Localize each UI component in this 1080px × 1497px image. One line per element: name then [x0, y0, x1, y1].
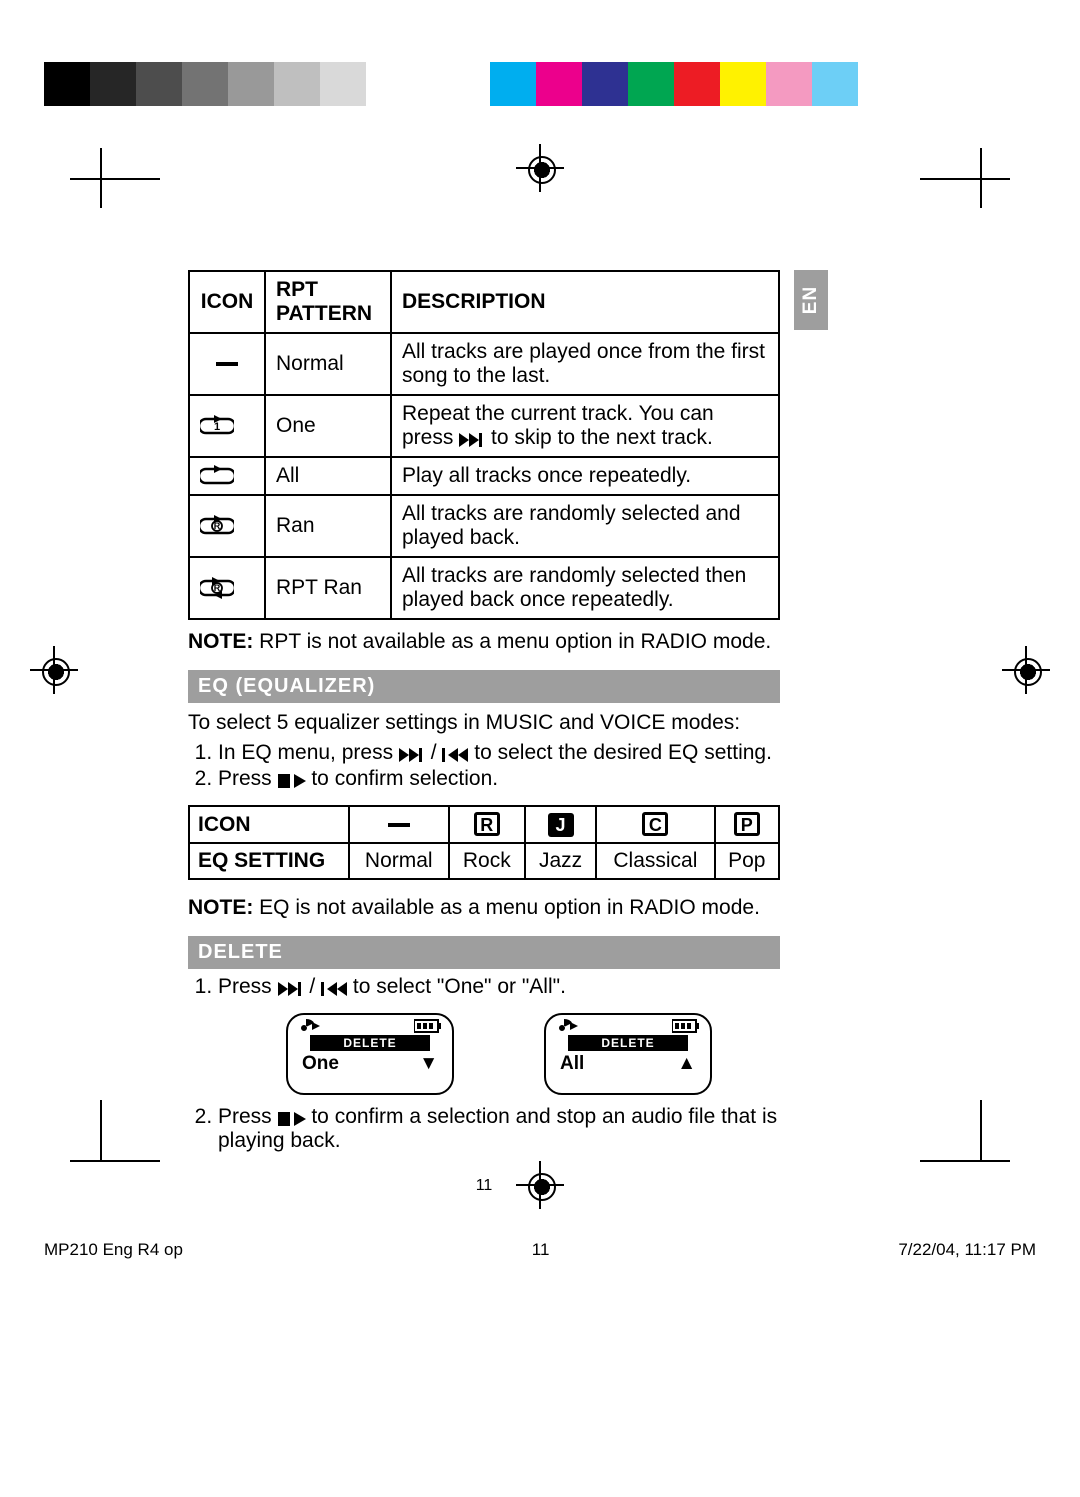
rpt-pattern: Ran [265, 495, 391, 557]
note-rpt: NOTE: RPT is not available as a menu opt… [188, 630, 780, 654]
table-row: Normal All tracks are played once from t… [189, 333, 779, 395]
crop-mark [100, 148, 160, 208]
down-arrow-icon: ▼ [419, 1053, 438, 1075]
eq-steps: In EQ menu, press / to select the desire… [188, 741, 780, 791]
rpt-icon-normal [189, 333, 265, 395]
rpt-icon-ran: R [189, 495, 265, 557]
crop-mark [950, 148, 1010, 208]
table-row: R Ran All tracks are randomly selected a… [189, 495, 779, 557]
registration-mark-left [34, 650, 74, 690]
footer: MP210 Eng R4 op 11 7/22/04, 11:17 PM [44, 1240, 1036, 1260]
eq-intro: To select 5 equalizer settings in MUSIC … [188, 709, 780, 737]
rpt-icon-all [189, 457, 265, 495]
lcd-label: DELETE [310, 1035, 430, 1051]
rpt-desc: Play all tracks once repeatedly. [391, 457, 779, 495]
next-track-icon [278, 982, 304, 996]
table-row: All Play all tracks once repeatedly. [189, 457, 779, 495]
note-eq: NOTE: EQ is not available as a menu opti… [188, 896, 780, 920]
eq-setting: Jazz [525, 843, 596, 879]
stop-play-icon [278, 774, 306, 788]
rpt-pattern: Normal [265, 333, 391, 395]
eq-icon-normal [349, 806, 449, 843]
svg-text:1: 1 [214, 421, 220, 433]
page-content: ICON RPT PATTERN DESCRIPTION Normal All … [188, 270, 780, 1195]
list-item: In EQ menu, press / to select the desire… [218, 741, 780, 765]
crop-mark [100, 1130, 160, 1190]
prev-track-icon [321, 982, 347, 996]
next-track-icon [399, 748, 425, 762]
svg-text:R: R [214, 521, 221, 531]
music-note-icon [298, 1019, 320, 1033]
language-tab: EN [794, 270, 828, 330]
rpt-desc: Repeat the current track. You can press … [391, 395, 779, 457]
rpt-header-desc: DESCRIPTION [391, 271, 779, 333]
lcd-option: All [560, 1053, 584, 1075]
footer-right: 7/22/04, 11:17 PM [898, 1240, 1036, 1260]
lcd-option: One [302, 1053, 339, 1075]
rpt-icon-rptran: R [189, 557, 265, 619]
eq-icon-rock: R [449, 806, 526, 843]
lcd-delete-all: DELETE All ▲ [544, 1013, 712, 1095]
eq-row-setting-label: EQ SETTING [189, 843, 349, 879]
rpt-header-pattern: RPT PATTERN [265, 271, 391, 333]
rpt-desc: All tracks are randomly selected then pl… [391, 557, 779, 619]
next-track-icon [459, 433, 485, 447]
music-note-icon [556, 1019, 578, 1033]
eq-setting: Pop [715, 843, 779, 879]
list-item: Press / to select "One" or "All". DELETE… [218, 975, 780, 1095]
section-delete: DELETE [188, 936, 780, 969]
list-item: Press to confirm selection. [218, 767, 780, 791]
battery-icon [414, 1019, 442, 1033]
delete-steps: Press / to select "One" or "All". DELETE… [188, 975, 780, 1153]
page-number: 11 [188, 1177, 780, 1195]
rpt-pattern: One [265, 395, 391, 457]
lcd-label: DELETE [568, 1035, 688, 1051]
rpt-pattern: RPT Ran [265, 557, 391, 619]
eq-icon-pop: P [715, 806, 779, 843]
rpt-icon-one: 1 [189, 395, 265, 457]
rpt-table: ICON RPT PATTERN DESCRIPTION Normal All … [188, 270, 780, 620]
registration-mark-top [520, 148, 560, 188]
color-swatches [490, 62, 858, 106]
eq-setting: Rock [449, 843, 526, 879]
eq-icon-classical: C [596, 806, 715, 843]
footer-left: MP210 Eng R4 op [44, 1240, 183, 1260]
eq-setting: Classical [596, 843, 715, 879]
rpt-pattern: All [265, 457, 391, 495]
stop-play-icon [278, 1112, 306, 1126]
svg-text:R: R [214, 583, 221, 593]
footer-center: 11 [532, 1240, 550, 1260]
up-arrow-icon: ▲ [677, 1053, 696, 1075]
table-row: 1 One Repeat the current track. You can … [189, 395, 779, 457]
eq-icon-jazz: J [525, 806, 596, 843]
rpt-desc: All tracks are randomly selected and pla… [391, 495, 779, 557]
prev-track-icon [442, 748, 468, 762]
grayscale-swatches [44, 62, 412, 106]
eq-table: ICON R J C P EQ SETTING Normal Rock Jazz… [188, 805, 780, 880]
rpt-header-icon: ICON [189, 271, 265, 333]
section-eq: EQ (EQUALIZER) [188, 670, 780, 703]
list-item: Press to confirm a selection and stop an… [218, 1105, 780, 1153]
crop-mark [950, 1130, 1010, 1190]
rpt-desc: All tracks are played once from the firs… [391, 333, 779, 395]
registration-mark-right [1006, 650, 1046, 690]
eq-row-icon-label: ICON [189, 806, 349, 843]
table-row: R RPT Ran All tracks are randomly select… [189, 557, 779, 619]
eq-setting: Normal [349, 843, 449, 879]
lcd-delete-one: DELETE One ▼ [286, 1013, 454, 1095]
battery-icon [672, 1019, 700, 1033]
